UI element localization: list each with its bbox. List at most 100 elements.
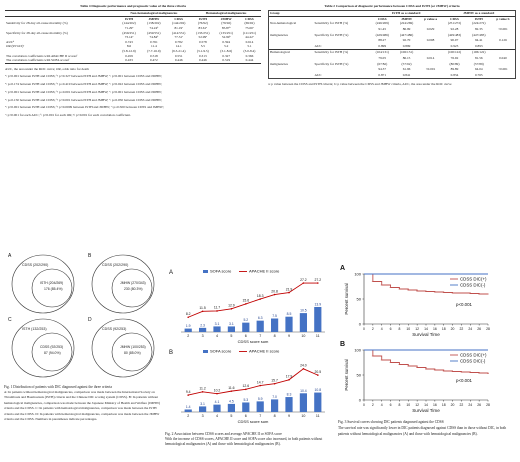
table2-cell: (106/131) — [399, 50, 414, 55]
table4-cell: 0.614 — [245, 39, 254, 44]
table2-cell: 86.15 — [402, 55, 411, 60]
line-label: 20.8 — [271, 289, 278, 293]
table4-cell: (414/551) — [172, 30, 186, 35]
table4-cell: 74.24ᵇ — [149, 25, 159, 30]
table2-cell: (57/92) — [401, 61, 412, 66]
table2-cell — [419, 73, 443, 79]
venn-group: A CDSS (202/290) ISTH (204/269) 176 (85.4%) — [8, 253, 75, 314]
line-point — [245, 303, 247, 305]
venn-outer-label: CDSS (92/253) — [102, 327, 126, 331]
y-axis-label: Percent survival — [344, 283, 349, 314]
table2-cell: 81.56 — [474, 55, 483, 60]
table4-cell: 0.551 — [174, 53, 183, 58]
line-label: 20.5 — [314, 370, 321, 374]
table2-cell: 0.871 — [378, 72, 387, 77]
table4-cell: 11.4 — [150, 44, 157, 49]
table4-cell: (79/92) — [221, 21, 232, 26]
bar — [285, 316, 293, 332]
x-tick-label: 2 — [187, 414, 189, 418]
y-tick-label: 0 — [359, 397, 362, 402]
table2-cell: Hematological — [270, 50, 290, 55]
table4-cell: (69/92) — [244, 21, 255, 26]
table-row: 94.37 61.96 <0.001 89.89 64.04 <0.001 — [269, 67, 515, 73]
table2-cell: AUC — [314, 43, 322, 48]
legend-label: CDSS DIC(-) — [460, 282, 486, 287]
table4-row-label: AUCᵈ — [6, 39, 15, 44]
table2-cell: (429/483) — [447, 32, 462, 37]
panel-tag: A — [340, 265, 345, 272]
line-point — [288, 378, 290, 381]
table4-cell: 44.22ᶜ — [245, 35, 254, 40]
line-point — [273, 382, 276, 385]
table4-cell: 77.31ᶜ — [174, 35, 183, 40]
table4-cell: 73.14ᵃ — [124, 35, 134, 40]
table2-cell: Specificity for ISTH (%) — [314, 61, 349, 66]
x-tick-label: 24 — [468, 403, 472, 407]
x-tick-label: 0 — [363, 327, 365, 331]
table4-col-header: JMHW — [220, 16, 232, 21]
table4-footnote: ᵉ: p<0.001 for each AUC; ᶠ: p<0.001 for … — [5, 112, 131, 117]
line-label: 12.9 — [228, 304, 235, 308]
table4-cell: 52.99ᵇ — [221, 35, 231, 40]
line-label: 12.6 — [242, 384, 249, 388]
line-point — [302, 282, 305, 284]
figure2-charts: A SOFA score APACHE II score 1.9 2 2.3 3 3.1 4 3.… — [169, 269, 325, 424]
table2-cell: (80/89) — [449, 61, 460, 66]
table2-cell: 88.27 — [378, 38, 387, 43]
table2-cell: 0.765 — [474, 72, 483, 77]
x-axis-label: Survival Time — [412, 332, 440, 337]
line-label: 11.6 — [228, 386, 234, 390]
table4-cell: 5.5 — [200, 44, 205, 49]
table2-cell: (447/486) — [399, 32, 414, 37]
bar-label: 3.1 — [215, 322, 220, 326]
table4-cell: 14.1 — [175, 44, 182, 49]
line-point — [201, 391, 204, 393]
bar-label: 1.4 — [186, 405, 191, 409]
venn-outer-label: CDSS (202/290) — [102, 263, 128, 267]
table4-footnote: ᵃ: p=0.174 between ISTH and CDSS; ᵇ: p=0… — [5, 82, 162, 87]
table4-cell: 0.518 — [150, 53, 158, 58]
line-label: 27.2 — [300, 278, 307, 282]
x-tick-label: 10 — [301, 334, 305, 338]
table-row: AUCᵈ 0.743 0.761 0.782 0.578 0.594 0.614 — [5, 40, 261, 45]
table2-cell: (224/269) — [399, 21, 414, 26]
table2-sub-header: CDSS — [377, 16, 387, 21]
venn-tag: C — [8, 317, 12, 323]
venn-inner-sub: 230 (80.3%) — [124, 287, 142, 291]
table2-cell: (246/269) — [375, 21, 389, 26]
table2-cell: 92.28 — [450, 26, 459, 31]
table2-cell: 0.040 — [499, 55, 507, 60]
table2-cell: 0.899 — [378, 43, 387, 48]
y-tick-label: 100 — [354, 271, 361, 276]
bar — [213, 404, 221, 412]
venn-inner-circle — [31, 332, 73, 372]
x-tick-label: 2 — [372, 327, 374, 331]
figure1-text: A: In patients without hematological mal… — [4, 390, 161, 422]
table2-cell: (429/486) — [375, 32, 389, 37]
table4-cell: 0.444 — [245, 58, 254, 63]
bar-label: 3.1 — [200, 402, 205, 406]
table4-cell: 0.446 — [199, 58, 207, 63]
x-tick-label: 4 — [216, 334, 218, 338]
table2-cell: <0.001 — [498, 26, 508, 31]
x-tick-label: 3 — [202, 414, 204, 418]
line-label: 11.2 — [199, 387, 205, 391]
table4-cell: 5.2 — [224, 44, 229, 49]
line-point — [230, 390, 233, 392]
x-tick-label: 7 — [259, 414, 261, 418]
line-point — [187, 316, 189, 319]
bar — [242, 402, 250, 412]
table4-row-label: Specificity for 28-day all-cause mortali… — [6, 30, 68, 35]
x-tick-label: 3 — [202, 334, 204, 338]
line-label: 24.0 — [300, 364, 307, 368]
x-tick-label: 22 — [460, 327, 464, 331]
table2-cell: malignancies — [270, 61, 288, 66]
table2-cell — [491, 73, 515, 79]
table-row: Hematological Sensitivity for ISTH (%) (10… — [269, 49, 515, 56]
bar-label: 8.3 — [287, 393, 292, 397]
venn-inner-sub: 176 (85.4%) — [44, 287, 62, 291]
venn-outer-label: CDSS (202/290) — [22, 263, 48, 267]
bar-label: 2.3 — [200, 323, 205, 327]
bar-label: 1.9 — [186, 324, 191, 328]
figure3-text: The survival rate was significantly lowe… — [338, 426, 507, 436]
